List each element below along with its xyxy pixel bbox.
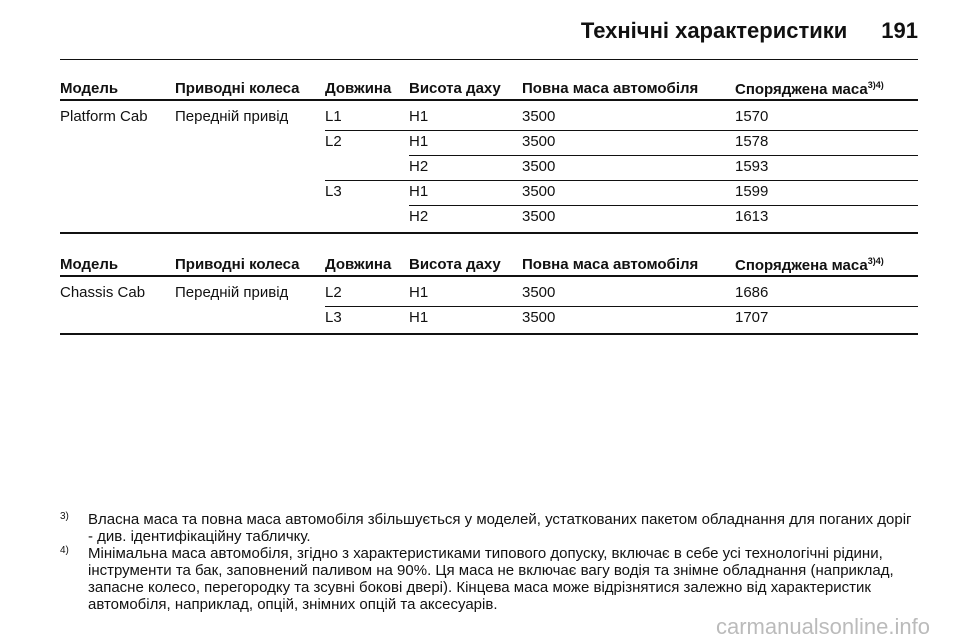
table-cell: 1570 bbox=[735, 108, 769, 125]
table-cell: H1 bbox=[409, 108, 429, 125]
column-note: 3)4) bbox=[867, 80, 884, 90]
column-header: Споряджена маса3)4) bbox=[735, 80, 884, 98]
page-header: Технічні характеристики 191 bbox=[581, 18, 918, 44]
table-cell: L3 bbox=[325, 309, 342, 326]
table-cell: 3500 bbox=[522, 133, 556, 150]
table-cell: 1599 bbox=[735, 183, 769, 200]
watermark: carmanualsonline.info bbox=[715, 614, 930, 639]
table-cell: 3500 bbox=[522, 284, 556, 301]
table-cell: 3500 bbox=[522, 183, 556, 200]
table-cell: H2 bbox=[409, 208, 429, 225]
footnote-text: Мінімальна маса автомобіля, згідно з хар… bbox=[88, 545, 894, 613]
row-rule bbox=[325, 306, 918, 307]
footnote-text: Власна маса та повна маса автомобіля збі… bbox=[88, 511, 912, 545]
column-header: Повна маса автомобіля bbox=[522, 256, 699, 273]
thick-rule bbox=[60, 99, 918, 101]
table-cell: L2 bbox=[325, 284, 342, 301]
thick-rule bbox=[60, 275, 918, 277]
column-header: Приводні колеса bbox=[175, 80, 300, 97]
column-note: 3)4) bbox=[867, 256, 884, 266]
table-cell: 3500 bbox=[522, 208, 556, 225]
table-cell: 3500 bbox=[522, 309, 556, 326]
footnote: 4) Мінімальна маса автомобіля, згідно з х… bbox=[60, 545, 918, 613]
table-cell: 1707 bbox=[735, 309, 769, 326]
column-header: Висота даху bbox=[409, 256, 501, 273]
column-header: Модель bbox=[60, 80, 119, 97]
footnote-marker: 3) bbox=[60, 511, 69, 522]
header-rule bbox=[60, 59, 918, 60]
table-cell: L2 bbox=[325, 133, 342, 150]
table-cell: H1 bbox=[409, 309, 429, 326]
column-header: Висота даху bbox=[409, 80, 501, 97]
table-cell: 3500 bbox=[522, 108, 556, 125]
table-cell: 1578 bbox=[735, 133, 769, 150]
thick-rule bbox=[60, 333, 918, 335]
row-rule bbox=[409, 155, 918, 156]
header-title: Технічні характеристики bbox=[580, 18, 848, 43]
page-number: 191 bbox=[881, 18, 918, 43]
table-cell: 1593 bbox=[735, 158, 769, 175]
footnote-marker: 4) bbox=[60, 545, 69, 556]
table-cell: 1686 bbox=[735, 284, 769, 301]
row-rule bbox=[325, 180, 918, 181]
table-cell: Chassis Cab bbox=[60, 284, 146, 301]
column-header: Повна маса автомобіля bbox=[522, 80, 699, 97]
table-cell: H1 bbox=[409, 183, 429, 200]
row-rule bbox=[325, 130, 918, 131]
column-header: Модель bbox=[60, 256, 119, 273]
table-cell: 1613 bbox=[735, 208, 769, 225]
column-header: Споряджена маса3)4) bbox=[735, 256, 884, 274]
table-cell: H1 bbox=[409, 133, 429, 150]
table-cell: 3500 bbox=[522, 158, 556, 175]
table-cell: Передній привід bbox=[175, 284, 289, 301]
column-header: Довжина bbox=[325, 256, 392, 273]
table-cell: L3 bbox=[325, 183, 342, 200]
table-cell: H1 bbox=[409, 284, 429, 301]
footnote: 3) Власна маса та повна маса автомобіля з… bbox=[60, 511, 918, 545]
column-header: Довжина bbox=[325, 80, 392, 97]
table-cell: Передній привід bbox=[175, 108, 289, 125]
column-header: Приводні колеса bbox=[175, 256, 300, 273]
table-cell: H2 bbox=[409, 158, 429, 175]
row-rule bbox=[409, 205, 918, 206]
table-cell: Platform Cab bbox=[60, 108, 148, 125]
table-cell: L1 bbox=[325, 108, 342, 125]
thick-rule bbox=[60, 232, 918, 234]
